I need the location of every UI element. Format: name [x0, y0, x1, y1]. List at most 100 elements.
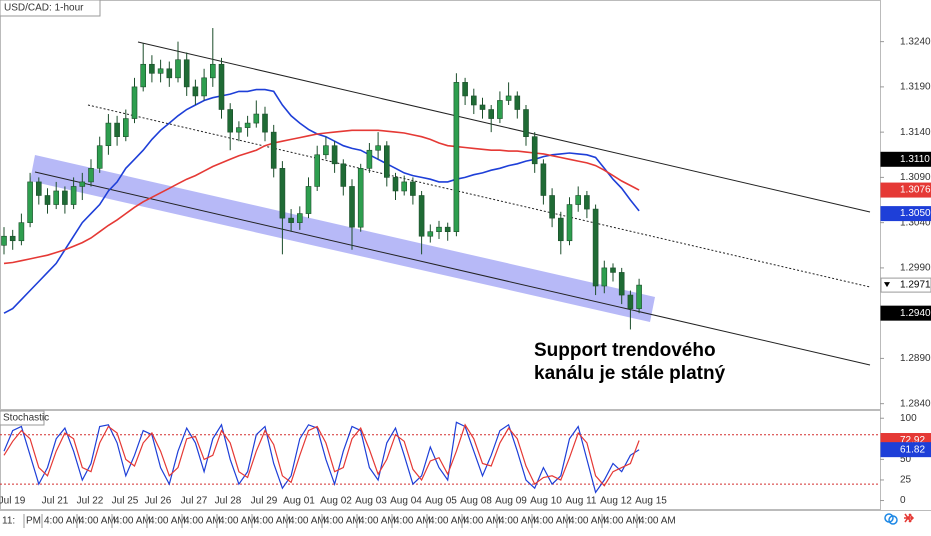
y-tick-label: 1.3190	[900, 82, 931, 93]
x-tick-label: Aug 04	[390, 496, 422, 507]
candle-body	[470, 95, 477, 106]
time-label: 4:00 AM	[639, 516, 676, 527]
marks: 1.3240 1.3190 1.3140 1.3090 1.3040 1.2990 1.28…	[0, 28, 931, 528]
x-tick-label: Aug 01	[283, 496, 315, 507]
time-label: 4:00 AM	[359, 516, 396, 527]
candle-body	[79, 181, 86, 187]
price-label-box	[880, 182, 931, 198]
candle-body	[227, 109, 233, 133]
candle-body	[357, 168, 364, 228]
candle-body	[9, 235, 16, 242]
candle-body	[244, 122, 251, 128]
candle-body	[131, 86, 138, 119]
candle-body	[601, 267, 608, 287]
x-tick-label: Aug 10	[530, 496, 562, 507]
candle-body	[497, 100, 503, 119]
candle-body	[566, 204, 573, 242]
stochastic-pane	[0, 410, 881, 510]
x-tick-label: Jul 26	[145, 496, 172, 507]
candle-body	[210, 63, 216, 79]
candle-body	[88, 168, 94, 183]
time-label: 4:00 AM	[534, 516, 571, 527]
candle-body	[514, 95, 521, 110]
support-band	[30, 155, 655, 322]
annotation: Support trendového	[534, 340, 716, 361]
candle-body	[575, 195, 582, 205]
stochastic-title: Stochastic	[3, 413, 49, 424]
candle-body	[436, 226, 442, 232]
candle-body	[262, 113, 268, 133]
candle-body	[1, 235, 7, 246]
time-label: 4:00 AM	[429, 516, 466, 527]
candle-body	[549, 195, 555, 219]
y-tick-label: 1.3240	[900, 36, 931, 47]
time-label: 4:00 AM	[499, 516, 536, 527]
price-label-box	[880, 305, 931, 321]
x-tick-label: Aug 05	[425, 496, 457, 507]
candle-body	[201, 77, 207, 97]
candle-body	[114, 122, 120, 137]
icon[interactable]	[888, 515, 898, 525]
candle-body	[410, 181, 416, 196]
icon[interactable]	[904, 513, 915, 523]
candle-body	[279, 168, 286, 219]
candle-body	[323, 145, 329, 156]
y-tick-label: 50	[900, 454, 912, 465]
candle-body	[557, 217, 564, 242]
time-label: 4:00 AM	[44, 516, 81, 527]
price-label-box	[880, 206, 931, 222]
candle-body	[53, 190, 60, 205]
candle-body	[340, 163, 347, 187]
time-label: 11:	[2, 516, 15, 527]
candle-body	[627, 294, 634, 309]
y-tick-label: 1.3140	[900, 127, 931, 138]
candle-body	[331, 145, 338, 165]
candle-body	[349, 186, 355, 228]
channel-lower	[34, 171, 871, 366]
stochastic-title-box	[0, 410, 45, 426]
candle-body	[592, 208, 599, 287]
candle-body	[392, 177, 399, 192]
x-tick-label: Jul 25	[112, 496, 139, 507]
candle-body	[18, 222, 25, 242]
time-label: 4:00 AM	[394, 516, 431, 527]
x-tick-label: Jul 21	[42, 496, 69, 507]
time-label: 4:00 AM	[569, 516, 606, 527]
price-label: 1.3110	[900, 154, 930, 165]
candle-body	[288, 217, 294, 223]
title-box	[0, 0, 101, 17]
time-label: 4:00 AM	[604, 516, 641, 527]
x-tick-label: Aug 09	[495, 496, 527, 507]
x-tick-label: Jul 27	[181, 496, 208, 507]
candle-body	[192, 86, 199, 97]
candle-body	[236, 127, 242, 133]
candle-body	[27, 181, 33, 223]
candle-body	[618, 272, 625, 296]
candle-body	[505, 95, 512, 101]
y-tick-label: 0	[900, 495, 906, 506]
candle-body	[488, 109, 495, 119]
time-label: 4:00 AM	[79, 516, 116, 527]
time-label: 4:00 AM	[184, 516, 221, 527]
line-series	[3, 423, 640, 487]
y-tick-label: 100	[900, 413, 917, 424]
candle-body	[253, 113, 260, 124]
x-tick-label: Aug 08	[460, 496, 492, 507]
x-tick-label: Jul 28	[215, 496, 242, 507]
candle-body	[44, 195, 51, 205]
candle-body	[444, 226, 451, 232]
candle-body	[218, 63, 225, 110]
x-tick-label: Aug 03	[355, 496, 387, 507]
candle-body	[62, 190, 68, 205]
annotation: kanálu je stále platný	[534, 363, 726, 384]
candle-body	[166, 68, 173, 79]
channel-upper	[137, 41, 871, 213]
candle-body	[462, 82, 468, 97]
y-tick-label: 1.2890	[900, 353, 931, 364]
price-label: 1.3076	[900, 185, 931, 196]
time-label: 4:00 AM	[324, 516, 361, 527]
price-label: 1.3050	[900, 208, 931, 219]
candle-body	[96, 145, 103, 169]
candle-body	[183, 59, 190, 88]
